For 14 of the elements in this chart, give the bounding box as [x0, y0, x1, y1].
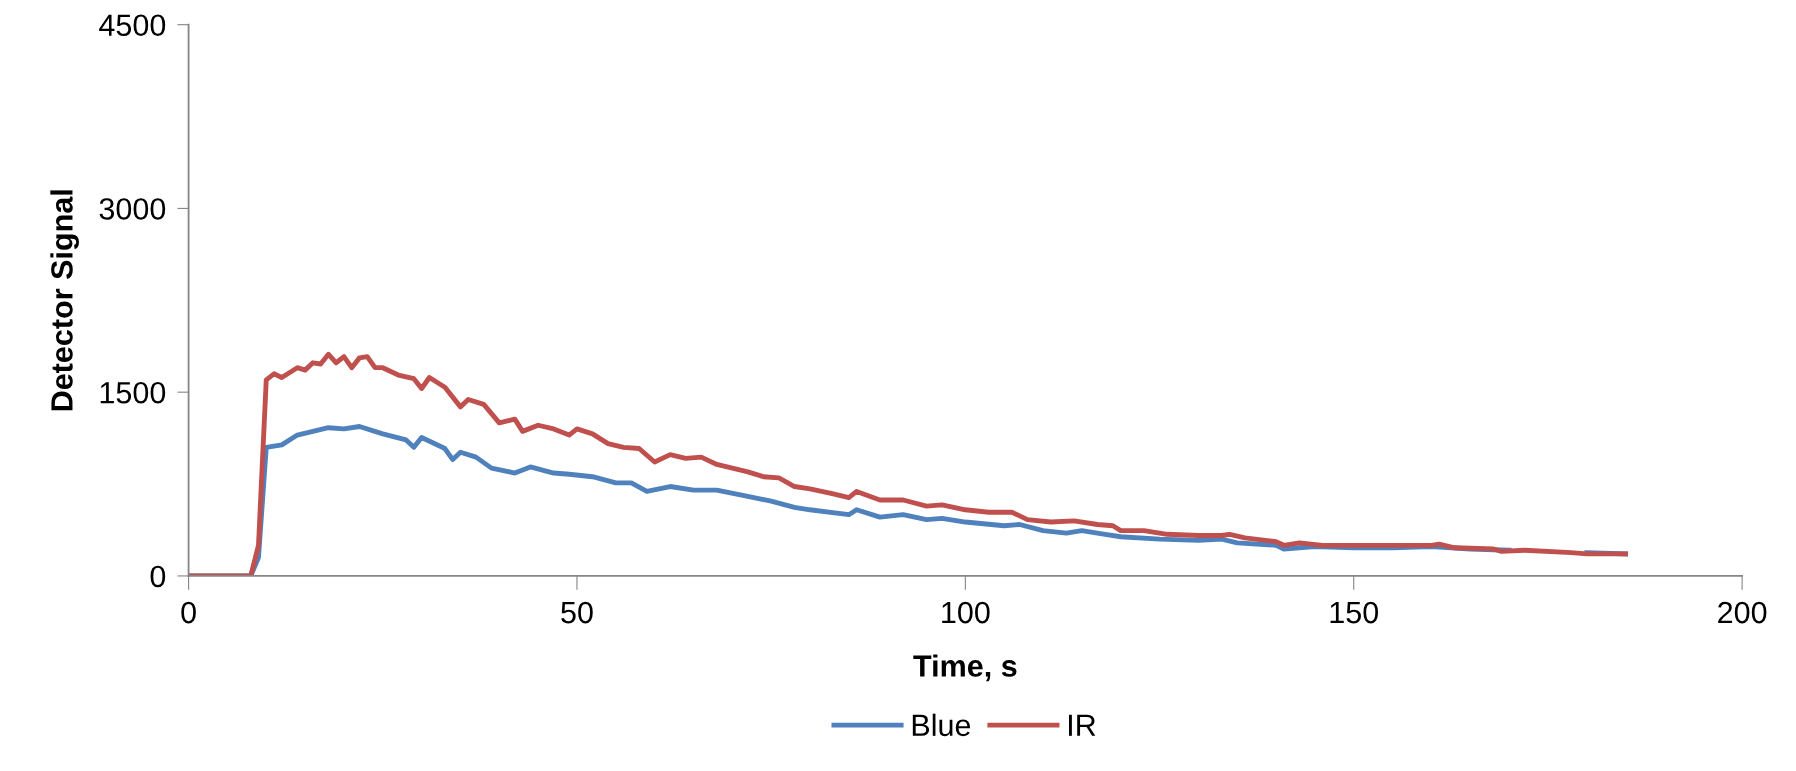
x-tick-label: 0 — [181, 601, 196, 624]
legend-label: Blue — [912, 713, 971, 737]
line-series — [188, 351, 1629, 576]
x-axis-title: Time, s — [913, 654, 1017, 682]
y-tick-label: 4500 — [99, 14, 166, 37]
y-tick-label: 1500 — [100, 381, 166, 404]
x-tick-label: 150 — [1330, 601, 1379, 624]
y-axis-title: Detector Signal — [50, 190, 79, 411]
x-tick-label: 50 — [561, 601, 593, 624]
y-tick-label: 0 — [150, 565, 166, 588]
x-tick-label: 100 — [942, 601, 990, 624]
y-tick-label: 3000 — [99, 198, 166, 220]
legend-label: IR — [1069, 714, 1096, 736]
x-tick-label: 200 — [1718, 601, 1767, 624]
